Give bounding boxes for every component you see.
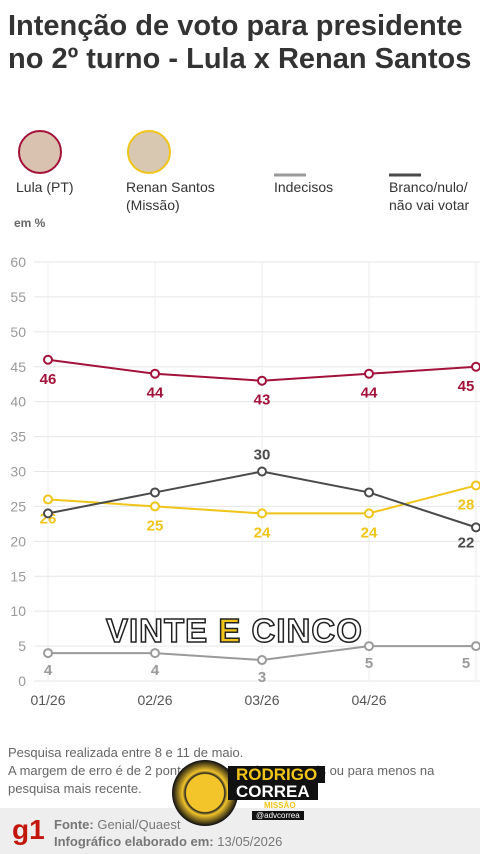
y-tick-label: 60 bbox=[10, 254, 26, 270]
point bbox=[364, 508, 374, 519]
y-tick-label: 25 bbox=[10, 498, 26, 514]
point bbox=[43, 648, 53, 659]
watermark-party: MISSÃO bbox=[264, 801, 296, 810]
data-label: 43 bbox=[254, 392, 271, 409]
caption-word: VINTE bbox=[105, 611, 209, 650]
x-tick-label: 02/26 bbox=[137, 692, 172, 708]
data-label: 30 bbox=[254, 447, 271, 464]
watermark-name: RODRIGO bbox=[228, 766, 326, 783]
date-label: Infográfico elaborado em: bbox=[54, 834, 214, 849]
point bbox=[43, 508, 53, 519]
data-label: 45 bbox=[458, 378, 475, 395]
point bbox=[364, 487, 374, 498]
point bbox=[43, 354, 53, 365]
y-tick-label: 0 bbox=[18, 673, 26, 689]
avatar bbox=[18, 130, 62, 174]
data-label: 24 bbox=[254, 524, 271, 541]
source-label: Fonte: bbox=[54, 817, 94, 832]
watermark-name: CORREA bbox=[228, 783, 318, 800]
point bbox=[150, 648, 160, 659]
point bbox=[150, 501, 160, 512]
legend-entry: Lula (PT) bbox=[16, 179, 74, 195]
data-label: 5 bbox=[462, 655, 470, 672]
y-tick-label: 5 bbox=[18, 638, 26, 654]
data-label: 5 bbox=[365, 655, 373, 672]
note: Pesquisa realizada entre 8 e 11 de maio. bbox=[8, 745, 244, 760]
y-tick-label: 55 bbox=[10, 289, 26, 305]
y-tick-label: 20 bbox=[10, 533, 26, 549]
point bbox=[257, 655, 267, 666]
y-tick-label: 30 bbox=[10, 464, 26, 480]
data-label: 3 bbox=[258, 669, 266, 686]
point bbox=[257, 508, 267, 519]
point bbox=[364, 368, 374, 379]
data-label: 22 bbox=[458, 534, 475, 551]
data-label: 24 bbox=[361, 524, 378, 541]
y-tick-label: 40 bbox=[10, 394, 26, 410]
data-label: 44 bbox=[147, 385, 164, 402]
y-tick-label: 35 bbox=[10, 429, 26, 445]
x-tick-label: 03/26 bbox=[244, 692, 279, 708]
data-label: 4 bbox=[44, 662, 53, 679]
chart-title: Intenção de voto para presidente no 2º t… bbox=[8, 10, 472, 75]
caption: VINTE E CINCO bbox=[105, 611, 363, 650]
point bbox=[471, 522, 480, 533]
point bbox=[43, 494, 53, 505]
logo: g1 bbox=[12, 814, 45, 845]
y-tick-label: 45 bbox=[10, 359, 26, 375]
point bbox=[471, 361, 480, 372]
data-label: 46 bbox=[40, 371, 57, 388]
caption-word: CINCO bbox=[251, 611, 363, 650]
x-tick-label: 04/26 bbox=[351, 692, 386, 708]
data-label: 4 bbox=[151, 662, 160, 679]
point bbox=[471, 480, 480, 491]
point bbox=[471, 641, 480, 652]
point bbox=[257, 466, 267, 477]
point bbox=[257, 375, 267, 386]
legend-entry: Indecisos bbox=[274, 179, 334, 195]
date: 13/05/2026 bbox=[217, 834, 283, 849]
y-tick-label: 10 bbox=[10, 603, 26, 619]
point bbox=[364, 641, 374, 652]
caption-word: E bbox=[218, 611, 242, 650]
y-tick-label: 50 bbox=[10, 324, 26, 340]
data-label: 44 bbox=[361, 385, 378, 402]
data-label: 28 bbox=[458, 496, 475, 513]
point bbox=[150, 487, 160, 498]
legend-entry: Branco/nulo/ não vai votar bbox=[389, 179, 470, 213]
data-label: 25 bbox=[147, 517, 164, 534]
y-tick-label: 15 bbox=[10, 568, 26, 584]
unit-label: em % bbox=[14, 216, 46, 230]
watermark: RODRIGO CORREA MISSÃO @advcorrea bbox=[172, 760, 350, 830]
legend-entry: Renan Santos (Missão) bbox=[126, 179, 215, 213]
source: Genial/Quaest bbox=[97, 817, 181, 832]
point bbox=[150, 368, 160, 379]
x-tick-label: 01/26 bbox=[30, 692, 65, 708]
footer: g1 Fonte: Genial/Quaest Infográfico elab… bbox=[0, 808, 480, 854]
watermark-handle: @advcorrea bbox=[252, 811, 304, 820]
avatar bbox=[127, 130, 171, 174]
